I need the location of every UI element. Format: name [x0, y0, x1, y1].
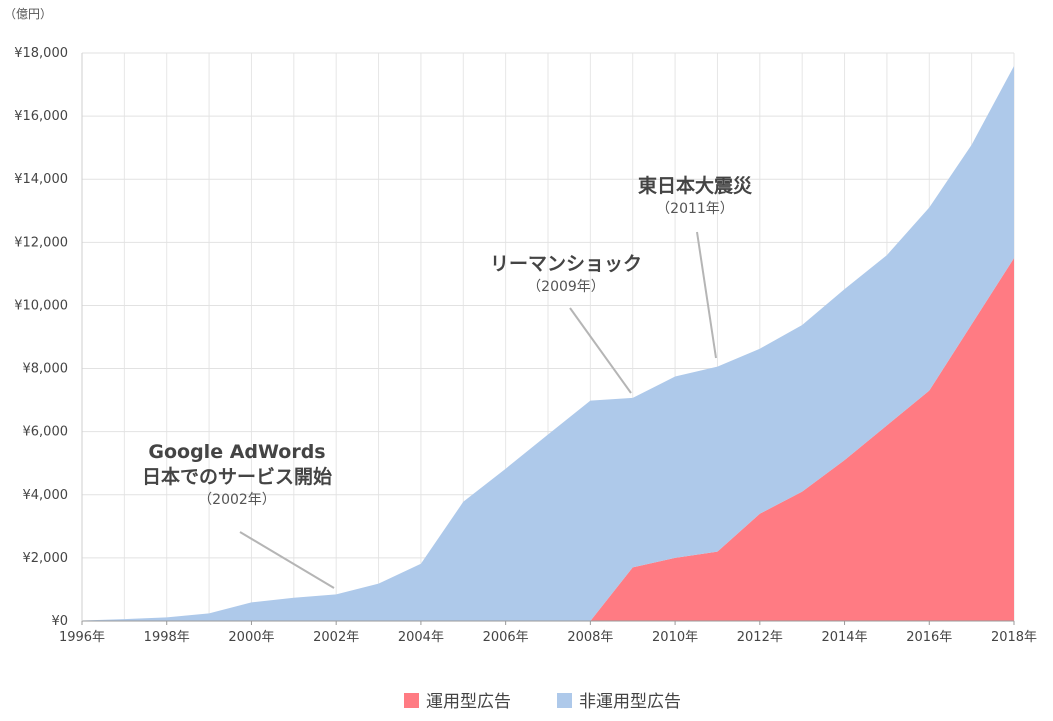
area-series-2 — [82, 65, 1014, 622]
axes — [81, 53, 1014, 622]
y-tick-label: ¥6,000 — [23, 425, 69, 440]
y-tick-label: ¥8,000 — [23, 362, 69, 377]
x-tick-label: 1998年 — [144, 630, 190, 645]
annotation-title: リーマンショック — [490, 253, 642, 275]
x-tick-label: 1996年 — [59, 630, 105, 645]
legend-swatch — [404, 693, 419, 708]
y-axis-tick-labels: ¥0 ¥2,000 ¥4,000 ¥6,000 ¥8,000 ¥10,000 ¥12,000… — [14, 46, 68, 629]
stacked-areas — [82, 65, 1014, 622]
y-tick-label: ¥14,000 — [14, 172, 68, 187]
legend-label: 運用型広告 — [426, 692, 511, 712]
y-axis-unit: （億円） — [4, 7, 52, 21]
x-tick-label: 2004年 — [398, 630, 444, 645]
y-tick-label: ¥2,000 — [23, 551, 69, 566]
annotation-year: （2002年） — [198, 492, 276, 508]
annotation-title: Google AdWords — [148, 441, 325, 463]
legend-label: 非運用型広告 — [579, 692, 681, 712]
x-tick-label: 2002年 — [313, 630, 359, 645]
annotation-title: 日本でのサービス開始 — [142, 465, 332, 488]
annotation-leader-line — [696, 231, 717, 359]
y-tick-label: ¥0 — [51, 614, 68, 629]
y-tick-label: ¥16,000 — [14, 109, 68, 124]
annotation-leader-line — [239, 531, 335, 589]
x-tick-label: 2006年 — [483, 630, 529, 645]
x-tick-label: 2010年 — [652, 630, 698, 645]
annotation-year: （2011年） — [656, 201, 734, 217]
legend-swatch — [557, 693, 572, 708]
annotation-leader-line — [569, 307, 632, 394]
x-tick-label: 2016年 — [906, 630, 952, 645]
x-tick-label: 2014年 — [821, 630, 867, 645]
y-tick-label: ¥18,000 — [14, 46, 68, 61]
annotation-year: （2009年） — [527, 279, 605, 295]
area-series-1 — [82, 258, 1014, 621]
annotation-title: 東日本大震災 — [638, 174, 753, 197]
legend: 運用型広告 非運用型広告 — [404, 692, 681, 712]
x-tick-label: 2008年 — [567, 630, 613, 645]
x-tick-label: 2012年 — [737, 630, 783, 645]
x-axis-tick-labels: 1996年 1998年 2000年 2002年 2004年 2006年 2008年 2010年… — [59, 621, 1037, 645]
y-tick-label: ¥4,000 — [23, 488, 69, 503]
x-tick-label: 2000年 — [228, 630, 274, 645]
y-tick-label: ¥10,000 — [14, 298, 68, 313]
x-tick-label: 2018年 — [991, 630, 1037, 645]
y-tick-label: ¥12,000 — [14, 235, 68, 250]
